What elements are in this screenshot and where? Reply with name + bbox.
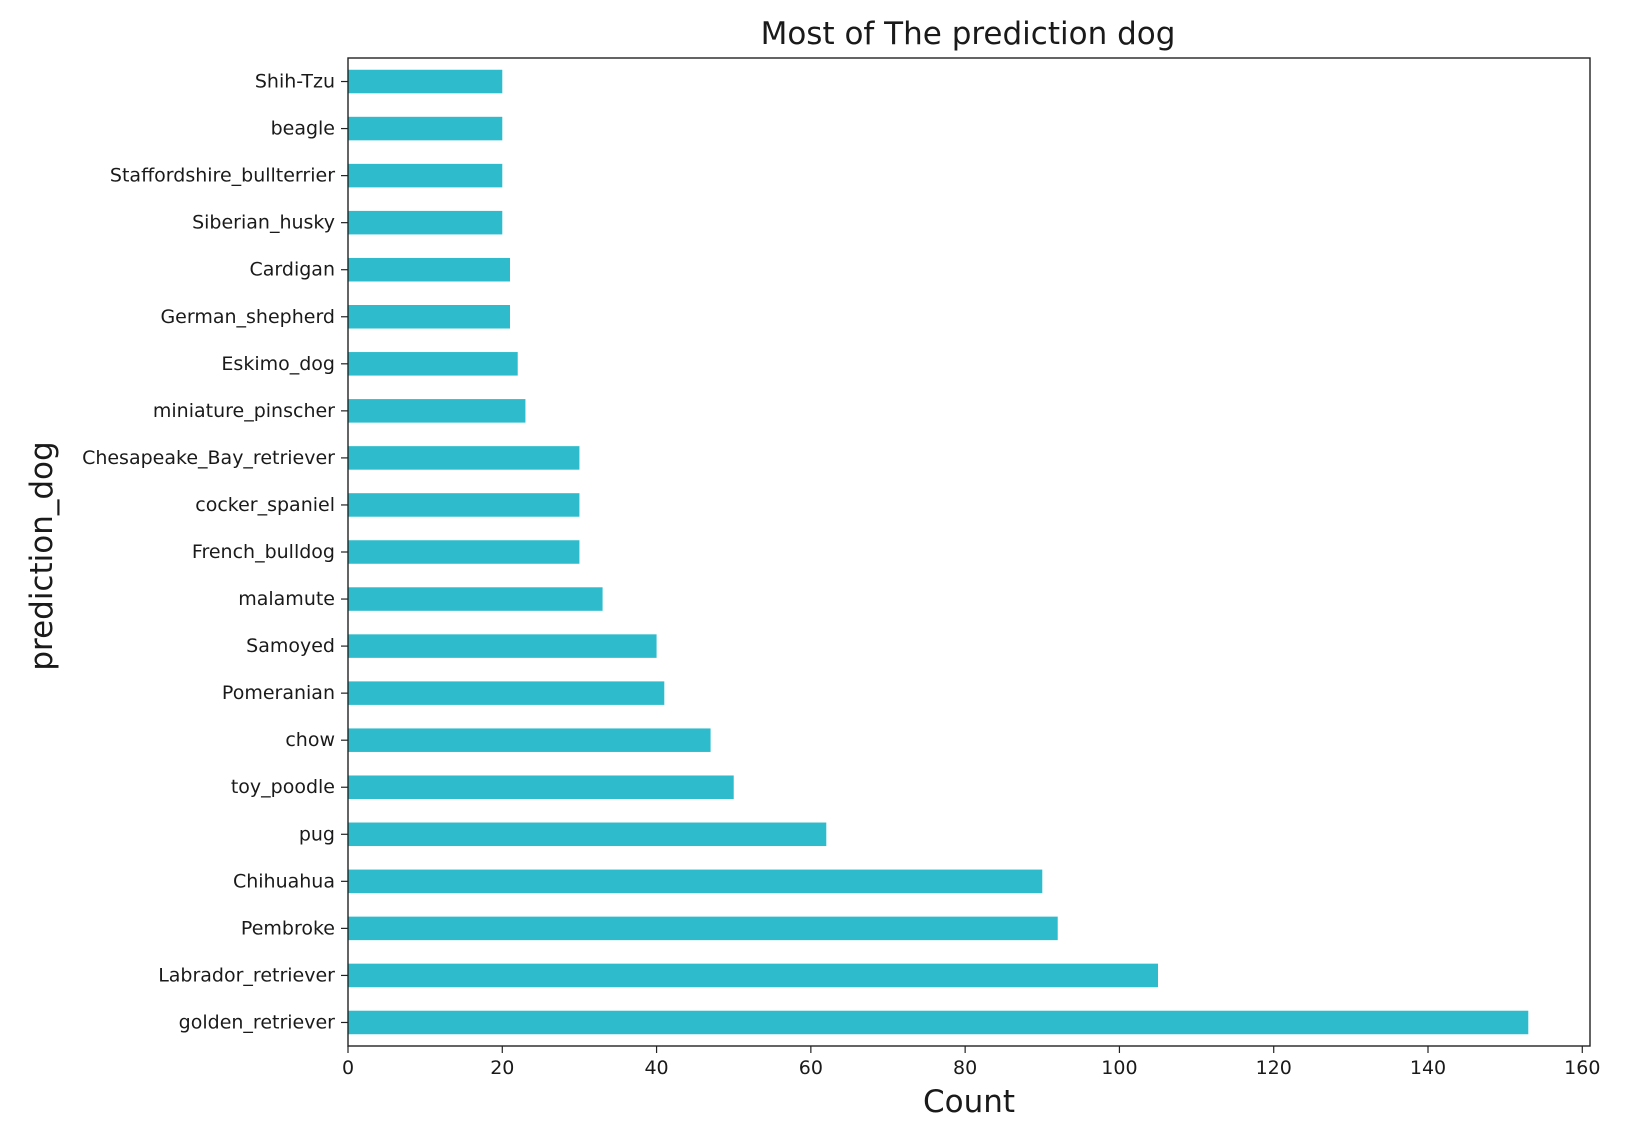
bar-Shih-Tzu: [348, 69, 503, 94]
bar-Samoyed: [348, 634, 657, 658]
bar-beagle: [348, 116, 503, 141]
y-tick-label: toy_poodle: [231, 776, 335, 798]
x-tick-label: 120: [1256, 1057, 1292, 1079]
bar-miniature_pinscher: [348, 399, 526, 423]
y-tick-label: golden_retriever: [179, 1011, 336, 1033]
x-tick-label: 100: [1101, 1057, 1137, 1079]
bar-Eskimo_dog: [348, 352, 518, 376]
x-tick-label: 160: [1564, 1057, 1600, 1079]
x-tick-label: 60: [799, 1057, 823, 1079]
y-tick-label: Siberian_husky: [192, 212, 335, 234]
y-tick-label: pug: [299, 823, 335, 845]
bar-Labrador_retriever: [348, 963, 1158, 988]
y-tick-label: Eskimo_dog: [221, 353, 335, 375]
bar-German_shepherd: [348, 305, 510, 329]
y-tick-label: miniature_pinscher: [153, 400, 335, 422]
bar-malamute: [348, 587, 603, 611]
bar-Pomeranian: [348, 681, 665, 705]
x-tick-label: 140: [1410, 1057, 1446, 1079]
bar-Cardigan: [348, 257, 510, 282]
bar-Siberian_husky: [348, 210, 503, 235]
bar-Chihuahua: [348, 869, 1043, 894]
chart-title: Most of The prediction dog: [761, 16, 1176, 52]
bar-French_bulldog: [348, 540, 580, 564]
y-tick-label: Pembroke: [241, 917, 335, 939]
y-tick-label: beagle: [271, 118, 335, 140]
x-axis-label: Count: [923, 1084, 1015, 1120]
y-tick-label: Chihuahua: [233, 870, 335, 892]
x-tick-label: 20: [490, 1057, 514, 1079]
bar-cocker_spaniel: [348, 493, 580, 517]
bar-Chesapeake_Bay_retriever: [348, 446, 580, 470]
y-tick-label: French_bulldog: [192, 541, 335, 563]
bar-toy_poodle: [348, 775, 734, 799]
bar-Staffordshire_bullterrier: [348, 163, 503, 188]
y-tick-label: Chesapeake_Bay_retriever: [82, 447, 335, 469]
y-tick-label: German_shepherd: [160, 306, 335, 328]
y-tick-label: chow: [285, 729, 335, 751]
y-axis: golden_retriever Labrador_retriever Pembro…: [82, 71, 348, 1033]
bar-pug: [348, 822, 827, 847]
y-tick-label: Pomeranian: [222, 682, 335, 704]
y-tick-label: Samoyed: [246, 635, 335, 657]
y-tick-label: malamute: [238, 588, 335, 610]
y-tick-label: Cardigan: [250, 259, 335, 281]
x-tick-label: 80: [953, 1057, 977, 1079]
bar-Pembroke: [348, 916, 1058, 941]
y-tick-label: Staffordshire_bullterrier: [110, 165, 335, 187]
x-tick-label: 40: [644, 1057, 668, 1079]
x-axis: 0 20 40 60 80 100 120 140 160: [342, 1046, 1600, 1079]
bar-golden_retriever: [348, 1010, 1529, 1035]
y-tick-label: Labrador_retriever: [158, 964, 335, 986]
x-tick-label: 0: [342, 1057, 354, 1079]
bar-chow: [348, 728, 711, 752]
y-tick-label: cocker_spaniel: [195, 494, 335, 516]
bars-layer: [348, 69, 1529, 1035]
y-tick-label: Shih-Tzu: [255, 71, 335, 93]
y-axis-label: prediction_dog: [24, 441, 60, 670]
